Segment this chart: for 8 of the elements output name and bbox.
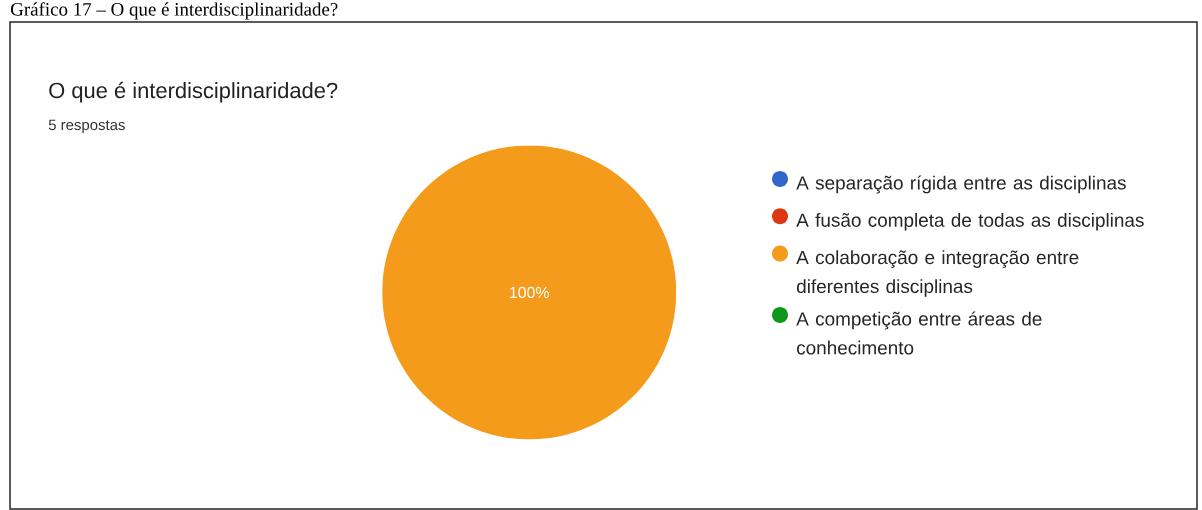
- legend-label: A colaboração e integração entre diferentes disciplinas: [796, 250, 1079, 297]
- data-label: 100%: [510, 286, 550, 299]
- legend-label: A competição entre áreas de conhecimento: [796, 311, 1042, 355]
- text: O que é interdisciplinaridade?: [49, 81, 338, 103]
- legend-label: A separação rígida entre as disciplinas: [796, 175, 1126, 194]
- text: 5 respostas: [48, 119, 125, 134]
- legend-label: A fusão completa de todas as disciplinas: [796, 212, 1144, 231]
- text: Gráfico 17 – O que é interdisciplinaridade?: [10, 2, 338, 20]
